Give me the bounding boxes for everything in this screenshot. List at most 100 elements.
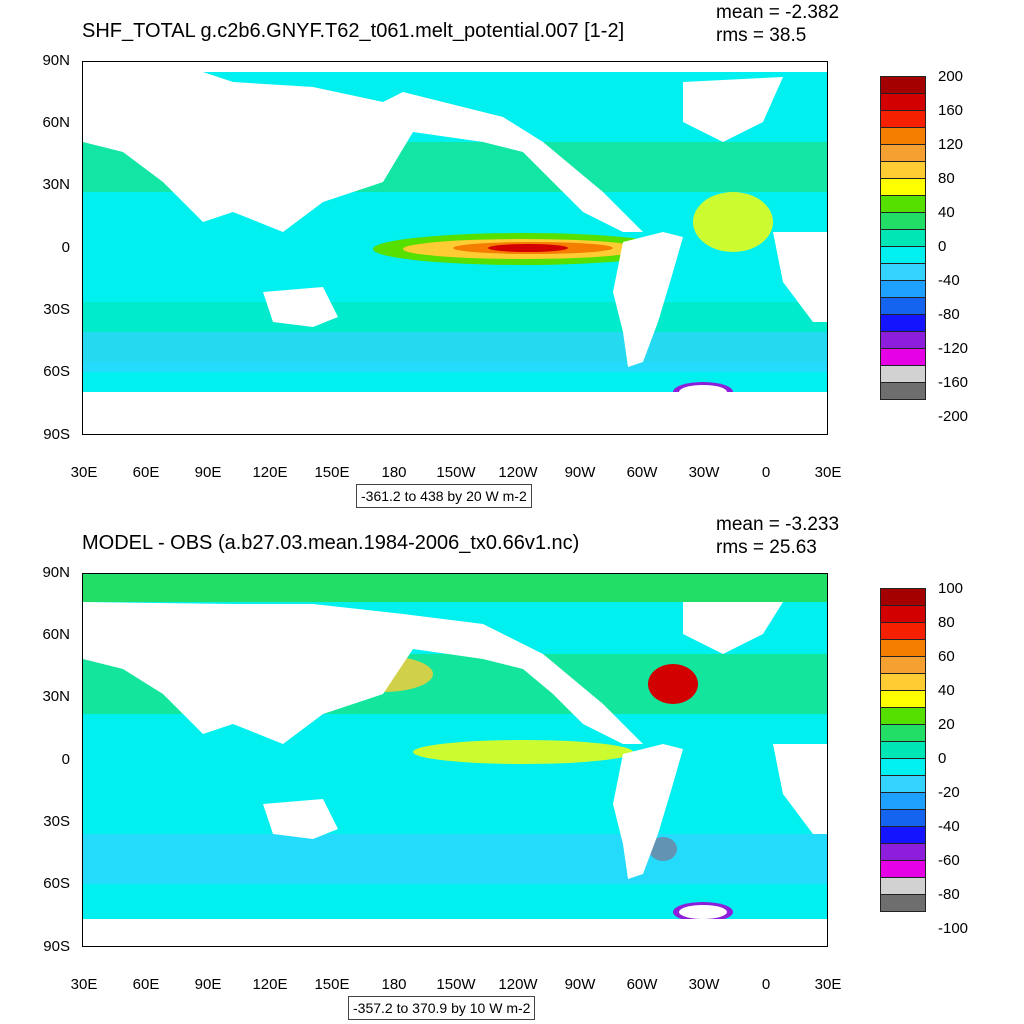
colorbar-label: -40 bbox=[938, 818, 960, 835]
lat-label: 60N bbox=[42, 626, 70, 643]
top-colorbar bbox=[880, 76, 926, 400]
colorbar-label: -60 bbox=[938, 852, 960, 869]
colorbar-label: 0 bbox=[938, 750, 947, 767]
lat-label: 90S bbox=[43, 426, 70, 443]
colorbar-label: 20 bbox=[938, 716, 955, 733]
colorbar-swatch bbox=[880, 860, 926, 877]
lon-label: 120E bbox=[252, 976, 288, 993]
bottom-mean-text: mean = -3.233 bbox=[716, 514, 840, 535]
top-rms-text: rms = 38.5 bbox=[716, 25, 807, 46]
colorbar-label: -40 bbox=[938, 272, 960, 289]
colorbar-swatch bbox=[880, 314, 926, 331]
colorbar-swatch bbox=[880, 76, 926, 93]
lon-label: 90E bbox=[194, 464, 222, 481]
lon-label: 30W bbox=[688, 464, 720, 481]
lon-label: 150W bbox=[436, 464, 476, 481]
top-map-panel: SHF_TOTAL g.c2b6.GNYF.T62_t061.melt_pote… bbox=[42, 2, 969, 508]
colorbar-swatch bbox=[880, 690, 926, 707]
colorbar-swatch bbox=[880, 724, 926, 741]
lon-label: 180 bbox=[381, 464, 407, 481]
colorbar-label: 160 bbox=[938, 102, 964, 119]
colorbar-label: -200 bbox=[938, 408, 969, 425]
colorbar-label: -160 bbox=[938, 374, 969, 391]
lat-label: 30S bbox=[43, 813, 70, 830]
colorbar-label: 120 bbox=[938, 136, 964, 153]
lon-label: 120E bbox=[252, 464, 288, 481]
colorbar-swatch bbox=[880, 877, 926, 894]
colorbar-swatch bbox=[880, 894, 926, 912]
colorbar-swatch bbox=[880, 93, 926, 110]
colorbar-swatch bbox=[880, 331, 926, 348]
colorbar-label: -120 bbox=[938, 340, 969, 357]
bottom-map-field bbox=[83, 574, 827, 946]
lat-label: 30S bbox=[43, 301, 70, 318]
bottom-rms-text: rms = 25.63 bbox=[716, 537, 817, 558]
colorbar-swatch bbox=[880, 212, 926, 229]
colorbar-label: 80 bbox=[938, 170, 955, 187]
lat-label: 0 bbox=[61, 751, 70, 768]
lon-label: 30E bbox=[814, 976, 842, 993]
colorbar-swatch bbox=[880, 741, 926, 758]
lon-label: 150E bbox=[314, 464, 350, 481]
top-map-area bbox=[82, 61, 828, 435]
lat-label: 90N bbox=[42, 564, 70, 581]
lon-label: 90W bbox=[564, 976, 596, 993]
colorbar-swatch bbox=[880, 622, 926, 639]
lon-label: 30E bbox=[70, 464, 98, 481]
top-map-field bbox=[83, 62, 827, 434]
colorbar-swatch bbox=[880, 792, 926, 809]
bottom-panel-title: MODEL - OBS (a.b27.03.mean.1984-2006_tx0… bbox=[82, 532, 580, 554]
colorbar-swatch bbox=[880, 809, 926, 826]
colorbar-swatch bbox=[880, 843, 926, 860]
colorbar-label: -100 bbox=[938, 920, 969, 937]
colorbar-swatch bbox=[880, 707, 926, 724]
colorbar-swatch bbox=[880, 348, 926, 365]
lon-label: 60W bbox=[626, 464, 658, 481]
lat-label: 90S bbox=[43, 938, 70, 955]
lat-label: 0 bbox=[61, 239, 70, 256]
colorbar-swatch bbox=[880, 365, 926, 382]
lon-label: 0 bbox=[761, 464, 771, 481]
colorbar-swatch bbox=[880, 605, 926, 622]
lon-label: 30E bbox=[814, 464, 842, 481]
colorbar-swatch bbox=[880, 673, 926, 690]
colorbar-swatch bbox=[880, 382, 926, 400]
colorbar-swatch bbox=[880, 110, 926, 127]
lat-label: 30N bbox=[42, 688, 70, 705]
lat-label: 60N bbox=[42, 114, 70, 131]
lon-label: 180 bbox=[381, 976, 407, 993]
colorbar-swatch bbox=[880, 127, 926, 144]
colorbar-swatch bbox=[880, 195, 926, 212]
colorbar-label: 200 bbox=[938, 68, 964, 85]
colorbar-swatch bbox=[880, 775, 926, 792]
colorbar-label: -80 bbox=[938, 306, 960, 323]
lon-label: 90W bbox=[564, 464, 596, 481]
colorbar-swatch bbox=[880, 246, 926, 263]
lon-label: 60E bbox=[132, 464, 160, 481]
lat-label: 90N bbox=[42, 52, 70, 69]
top-mean-text: mean = -2.382 bbox=[716, 2, 840, 23]
bottom-contour-range-note: -357.2 to 370.9 by 10 W m-2 bbox=[348, 996, 536, 1020]
colorbar-swatch bbox=[880, 826, 926, 843]
colorbar-label: -80 bbox=[938, 886, 960, 903]
colorbar-swatch bbox=[880, 758, 926, 775]
lon-label: 120W bbox=[498, 464, 538, 481]
colorbar-label: 100 bbox=[938, 580, 964, 597]
colorbar-swatch bbox=[880, 280, 926, 297]
lat-label: 30N bbox=[42, 176, 70, 193]
bottom-map-panel: MODEL - OBS (a.b27.03.mean.1984-2006_tx0… bbox=[0, 512, 1024, 1024]
colorbar-label: 0 bbox=[938, 238, 947, 255]
colorbar-swatch bbox=[880, 144, 926, 161]
colorbar-label: -20 bbox=[938, 784, 960, 801]
lon-label: 90E bbox=[194, 976, 222, 993]
bottom-map-area bbox=[82, 573, 828, 947]
colorbar-label: 40 bbox=[938, 204, 955, 221]
colorbar-swatch bbox=[880, 178, 926, 195]
colorbar-label: 60 bbox=[938, 648, 955, 665]
colorbar-swatch bbox=[880, 229, 926, 246]
lon-label: 120W bbox=[498, 976, 538, 993]
lon-label: 30E bbox=[70, 976, 98, 993]
lon-label: 30W bbox=[688, 976, 720, 993]
top-panel-title: SHF_TOTAL g.c2b6.GNYF.T62_t061.melt_pote… bbox=[82, 20, 625, 42]
colorbar-label: 40 bbox=[938, 682, 955, 699]
